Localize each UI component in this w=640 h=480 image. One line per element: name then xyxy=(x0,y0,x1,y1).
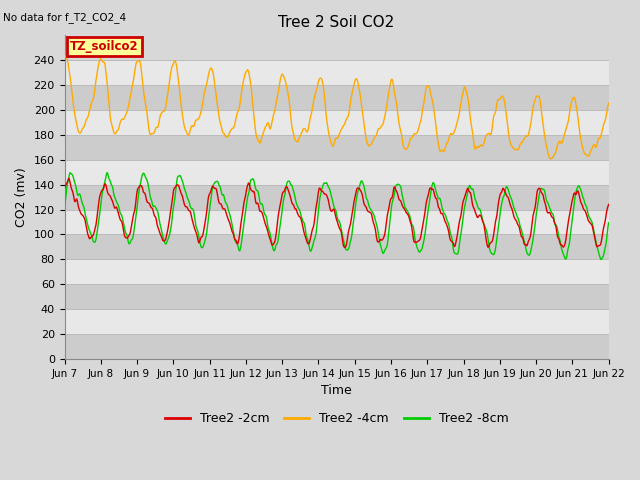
X-axis label: Time: Time xyxy=(321,384,352,397)
Bar xyxy=(65,210,609,234)
Bar xyxy=(65,259,609,284)
Title: Tree 2 Soil CO2: Tree 2 Soil CO2 xyxy=(278,15,395,30)
Legend: Tree2 -2cm, Tree2 -4cm, Tree2 -8cm: Tree2 -2cm, Tree2 -4cm, Tree2 -8cm xyxy=(159,407,513,430)
Bar xyxy=(65,334,609,359)
Text: No data for f_T2_CO2_4: No data for f_T2_CO2_4 xyxy=(3,12,126,23)
Bar xyxy=(65,234,609,259)
Bar xyxy=(65,60,609,85)
Bar xyxy=(65,284,609,309)
Bar xyxy=(65,110,609,135)
Text: TZ_soilco2: TZ_soilco2 xyxy=(70,40,139,53)
Bar xyxy=(65,185,609,210)
Bar xyxy=(65,309,609,334)
Bar xyxy=(65,135,609,160)
Y-axis label: CO2 (mv): CO2 (mv) xyxy=(15,167,28,227)
Bar xyxy=(65,160,609,185)
Bar xyxy=(65,85,609,110)
